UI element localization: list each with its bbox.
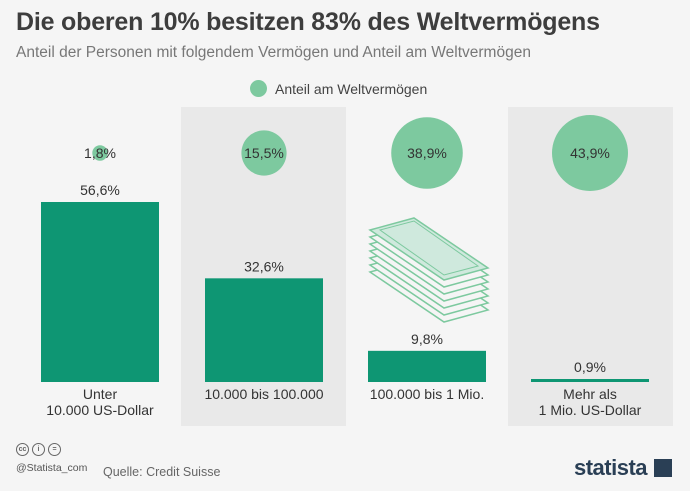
- bar-1: [41, 202, 159, 382]
- bar-label-2: 32,6%: [244, 258, 284, 274]
- share-label-1: 1,8%: [84, 145, 116, 161]
- creative-commons-icon: cc: [16, 443, 29, 456]
- chart-canvas: 56,6% 1,8% Unter 10.000 US-Dollar 32,6% 15,5%…: [41, 115, 649, 418]
- share-label-4: 43,9%: [570, 145, 610, 161]
- share-circle-2: [241, 130, 287, 176]
- share-circle-4: [552, 115, 628, 191]
- legend-swatch: [250, 80, 267, 97]
- chart-title: Die oberen 10% besitzen 83% des Weltverm…: [16, 8, 600, 36]
- share-label-3: 38,9%: [407, 145, 447, 161]
- category-label-4: Mehr als 1 Mio. US-Dollar: [539, 386, 642, 418]
- statista-logo: statista: [574, 455, 648, 480]
- share-circle-1: [92, 145, 108, 161]
- category-label-line: 10.000 bis 100.000: [204, 386, 323, 402]
- bar-3: [368, 350, 486, 382]
- bill-border: [378, 220, 480, 276]
- category-label-line: 100.000 bis 1 Mio.: [370, 386, 484, 402]
- bar-label-1: 56,6%: [80, 182, 120, 198]
- category-label-line: 10.000 US-Dollar: [46, 402, 154, 418]
- source-note: Quelle: Credit Suisse: [103, 465, 221, 479]
- legend-label: Anteil am Weltvermögen: [275, 80, 428, 97]
- bill: [368, 217, 490, 281]
- statista-logo-icon: [654, 459, 672, 477]
- category-label-line: 1 Mio. US-Dollar: [539, 402, 642, 418]
- license-icons: cc i =: [16, 443, 64, 456]
- share-circle-3: [391, 117, 463, 189]
- legend: Anteil am Weltvermögen: [250, 80, 427, 97]
- bar-4: [531, 379, 649, 382]
- money-stack-icon: [368, 217, 490, 323]
- category-label-2: 10.000 bis 100.000: [204, 386, 323, 402]
- no-derivatives-icon: =: [48, 443, 61, 456]
- category-label-1: Unter 10.000 US-Dollar: [46, 386, 154, 418]
- bar-2: [205, 278, 323, 382]
- statista-handle: @Statista_com: [16, 462, 88, 474]
- attribution-icon: i: [32, 443, 45, 456]
- category-label-line: Mehr als: [563, 386, 617, 402]
- category-label-line: Unter: [83, 386, 118, 402]
- category-label-3: 100.000 bis 1 Mio.: [370, 386, 484, 402]
- share-label-2: 15,5%: [244, 145, 284, 161]
- bar-label-4: 0,9%: [574, 359, 606, 375]
- bar-label-3: 9,8%: [411, 331, 443, 347]
- chart-subtitle: Anteil der Personen mit folgendem Vermög…: [16, 44, 531, 61]
